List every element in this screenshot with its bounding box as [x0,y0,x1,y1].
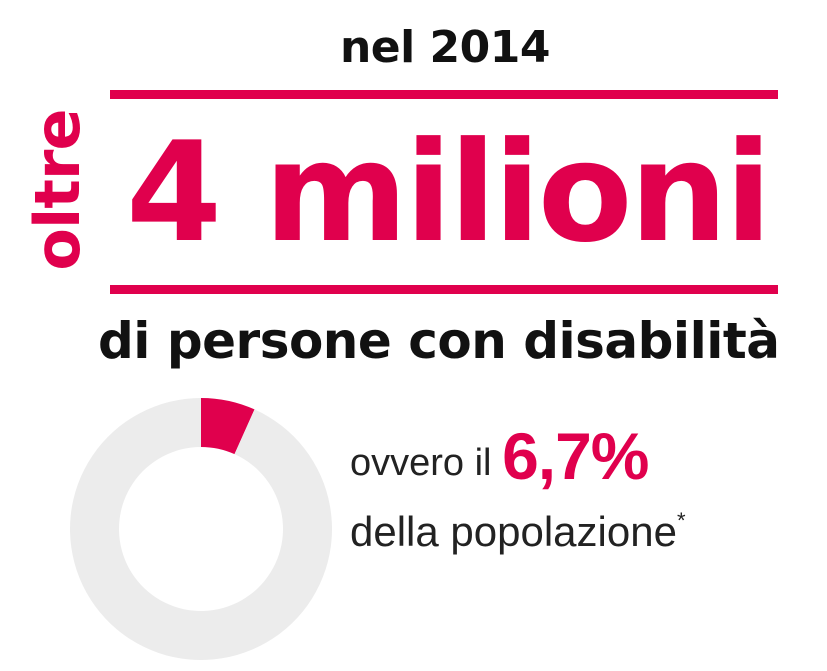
stat-percent: 6,7% [502,419,649,493]
oltre-vertical-label: oltre [21,109,94,271]
donut-chart [70,398,332,660]
donut-slice-rest [70,398,332,660]
stat-line-1: ovvero il 6,7% [350,420,686,499]
year-heading: nel 2014 [339,22,551,73]
stat-lead: ovvero il [350,442,492,484]
stat-text: ovvero il 6,7% della popolazione* [350,420,686,554]
big-number: 4 milioni [126,112,772,273]
subtitle: di persone con disabilità [98,312,780,370]
stat-line-2: della popolazione* [350,499,686,554]
bottom-rule [110,285,778,294]
stat-tail: della popolazione [350,508,677,555]
top-rule [110,90,778,99]
footnote-mark: * [676,508,686,533]
donut-slice-highlight [201,398,255,455]
